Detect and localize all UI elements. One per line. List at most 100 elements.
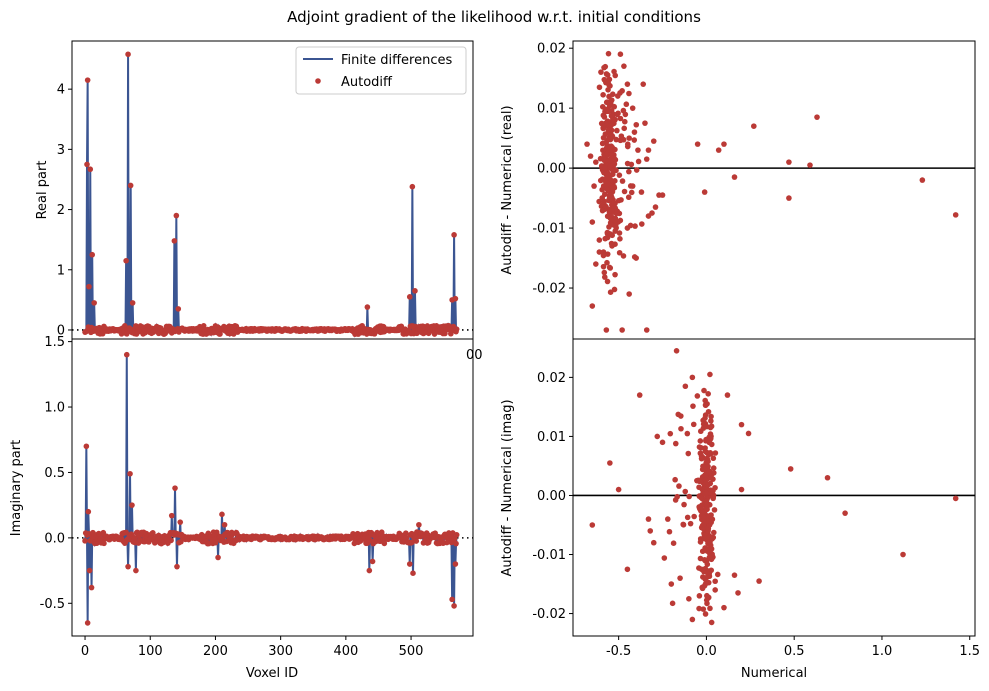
residual-point <box>708 619 715 626</box>
y-tick-label: -0.5 <box>40 597 65 612</box>
residual-point <box>714 571 721 578</box>
autodiff-point <box>101 540 107 547</box>
residual-point <box>670 540 677 546</box>
residual-point <box>614 93 621 99</box>
residual-point <box>608 97 615 103</box>
residual-point <box>702 611 709 617</box>
residual-point <box>703 438 709 444</box>
residual-point <box>629 105 636 111</box>
residual-point <box>666 528 673 535</box>
residual-point <box>617 217 624 224</box>
residual-point <box>645 147 652 153</box>
plot-frame <box>572 338 976 637</box>
residual-point <box>614 127 620 134</box>
autodiff-point <box>86 283 92 290</box>
y-axis-label: Imaginary part <box>9 440 24 536</box>
residual-point <box>664 516 671 522</box>
autodiff-point <box>127 182 134 189</box>
residual-point <box>696 493 703 499</box>
residual-point <box>615 486 622 493</box>
residual-point <box>673 348 680 354</box>
residual-point <box>601 269 608 276</box>
residual-point <box>636 392 643 398</box>
residual-point <box>824 474 831 481</box>
residual-point <box>704 546 710 552</box>
residual-point <box>623 101 630 108</box>
residual-point <box>721 604 727 611</box>
residual-point <box>687 520 694 527</box>
autodiff-point <box>453 540 459 547</box>
residual-point <box>686 493 692 500</box>
residual-point <box>616 249 623 256</box>
panel-imag-vs-voxel: -0.5 0.0 0.5 1.0 1.5 0 100 200 300 400 500 Imagina… <box>9 335 474 681</box>
residual-point <box>703 464 709 471</box>
autodiff-point <box>84 161 90 168</box>
residual-point <box>599 140 606 147</box>
autodiff-point <box>89 251 96 258</box>
x-axis-label: Numerical <box>741 666 807 681</box>
residual-point <box>712 484 718 491</box>
figure-title: Adjoint gradient of the likelihood w.r.t… <box>287 8 701 26</box>
autodiff-point <box>406 561 413 567</box>
residual-point <box>731 174 738 180</box>
residual-point <box>786 195 792 201</box>
residual-point <box>601 114 608 120</box>
residual-point <box>642 120 648 126</box>
residual-point <box>704 600 710 607</box>
residual-point <box>624 81 631 87</box>
autodiff-point <box>409 183 416 190</box>
residual-point <box>601 191 608 198</box>
autodiff-point <box>410 570 416 576</box>
residual-point <box>605 79 611 86</box>
residual-point <box>650 138 657 144</box>
residual-point <box>659 439 666 446</box>
y-tick-label: 0.01 <box>537 102 566 117</box>
residual-point <box>681 501 687 508</box>
residual-point <box>787 466 794 472</box>
autodiff-point <box>451 232 457 238</box>
y-tick-label: -0.01 <box>532 548 566 563</box>
residual-point <box>701 189 708 195</box>
residual-point <box>603 327 610 333</box>
residual-point <box>650 539 657 546</box>
y-axis-label: Autodiff - Numerical (imag) <box>500 399 515 576</box>
autodiff-point <box>123 529 129 536</box>
residual-point <box>724 392 731 398</box>
residual-point <box>617 115 624 122</box>
autodiff-point <box>175 306 182 312</box>
y-tick-label: 3 <box>57 143 65 158</box>
residual-point <box>618 133 625 139</box>
residual-point <box>708 413 714 420</box>
residual-point <box>600 92 606 98</box>
residual-point <box>690 403 696 409</box>
residual-point <box>603 71 610 77</box>
residual-point <box>709 516 716 523</box>
residual-point <box>705 482 711 488</box>
residual-point <box>654 433 661 440</box>
residual-point <box>707 371 713 378</box>
autodiff-point <box>413 538 420 544</box>
residual-point <box>707 539 713 545</box>
residual-point <box>738 421 745 428</box>
y-tick-label: 0.02 <box>537 371 566 386</box>
residual-point <box>711 529 717 536</box>
residual-point <box>708 423 715 430</box>
residual-point <box>952 495 959 502</box>
residual-point <box>631 129 638 135</box>
x-tick-label: 200 <box>203 644 228 659</box>
residual-point <box>695 477 701 484</box>
autodiff-point <box>172 485 178 491</box>
residual-point <box>676 483 682 489</box>
residual-point <box>686 596 692 602</box>
residual-point <box>705 408 712 415</box>
residual-point <box>697 536 704 542</box>
y-axis-ticks: 0 1 2 3 4 <box>57 83 72 338</box>
residual-point <box>587 153 594 159</box>
autodiff-point <box>177 519 184 525</box>
residual-point <box>699 502 705 508</box>
residual-point <box>589 303 596 309</box>
y-tick-label: 0.00 <box>537 162 566 177</box>
residual-point <box>607 460 613 466</box>
y-tick-label: 0.02 <box>537 42 566 57</box>
